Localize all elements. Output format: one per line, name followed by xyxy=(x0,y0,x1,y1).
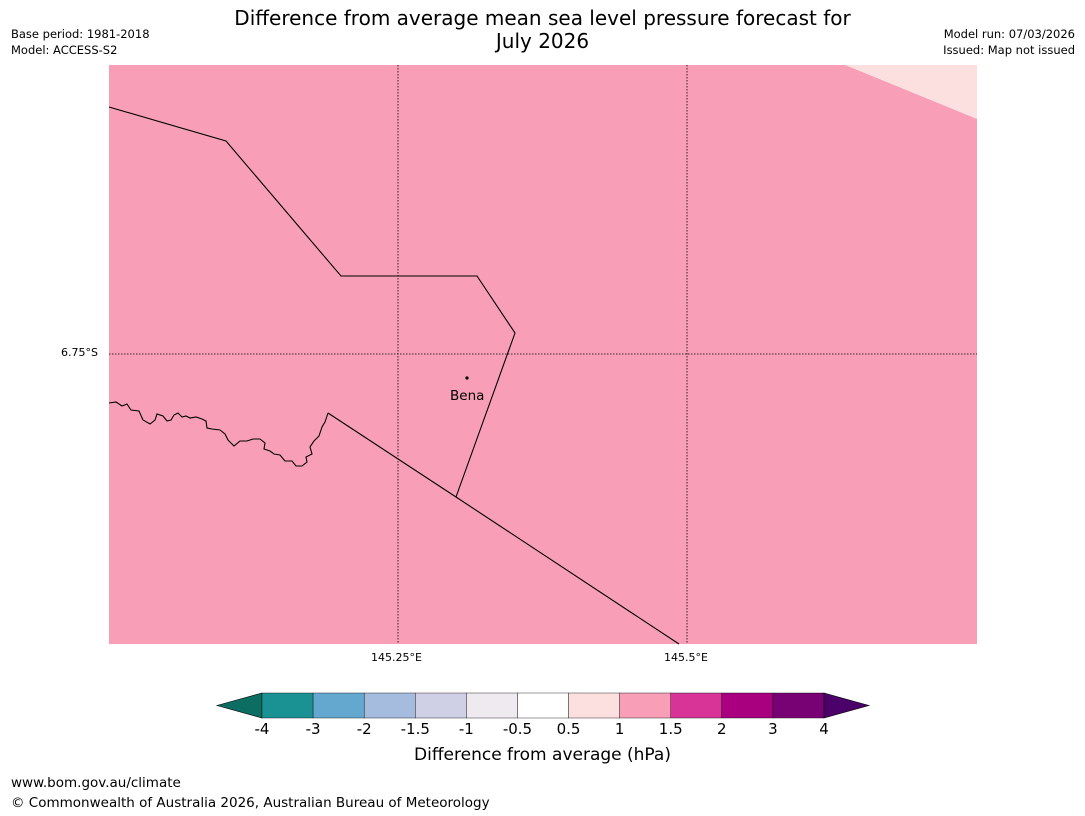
colorbar-tick-label: -0.5 xyxy=(502,720,533,738)
longitude-label-145-5: 145.5°E xyxy=(664,651,708,664)
place-marker xyxy=(465,376,469,380)
colorbar-segment xyxy=(466,692,518,719)
longitude-label-145-25: 145.25°E xyxy=(371,651,422,664)
colorbar-segment xyxy=(619,692,671,719)
colorbar-extend-low xyxy=(215,692,263,719)
colorbar-tick-label: 0.5 xyxy=(556,720,581,738)
place-label-bena: Bena xyxy=(450,388,485,404)
province-boundary-south xyxy=(327,412,680,645)
title-line-2: July 2026 xyxy=(495,29,590,53)
colorbar-tick-label: 1.5 xyxy=(658,720,683,738)
map-title: Difference from average mean sea level p… xyxy=(200,7,885,53)
meta-right: Model run: 07/03/2026 Issued: Map not is… xyxy=(943,26,1075,58)
colorbar-tick-label: 3 xyxy=(768,720,778,738)
province-boundary-north xyxy=(108,106,516,498)
colorbar-tick-label: 1 xyxy=(614,720,625,738)
issued-status: Issued: Map not issued xyxy=(943,43,1075,57)
colorbar-segment xyxy=(415,692,467,719)
colorbar-segment xyxy=(721,692,774,719)
colorbar-tick-label: -4 xyxy=(254,720,270,738)
colorbar-tick-label: 4 xyxy=(819,720,829,738)
title-line-1: Difference from average mean sea level p… xyxy=(234,6,851,30)
base-period: Base period: 1981-2018 xyxy=(11,27,150,41)
colorbar xyxy=(215,692,871,719)
colorbar-label: Difference from average (hPa) xyxy=(414,745,671,765)
map-fill-area xyxy=(109,65,977,644)
river-line xyxy=(108,401,329,467)
colorbar-tick-label: -2 xyxy=(356,720,372,738)
colorbar-segment xyxy=(312,692,365,719)
model-run: Model run: 07/03/2026 xyxy=(943,27,1075,41)
colorbar-tick-label: 2 xyxy=(717,720,727,738)
footer-copyright: © Commonwealth of Australia 2026, Austra… xyxy=(11,795,490,811)
footer-url[interactable]: www.bom.gov.au/climate xyxy=(11,775,181,791)
map-corner-region xyxy=(845,65,977,119)
colorbar-segment xyxy=(568,692,620,719)
colorbar-segment xyxy=(261,692,314,719)
colorbar-segment xyxy=(363,692,416,719)
meta-left: Base period: 1981-2018 Model: ACCESS-S2 xyxy=(11,26,150,58)
colorbar-segment xyxy=(517,692,569,719)
colorbar-tick-label: -1.5 xyxy=(400,720,430,738)
colorbar-tick-label: -1 xyxy=(458,720,474,738)
colorbar-extend-high xyxy=(823,692,871,719)
colorbar-segment xyxy=(772,692,825,719)
model-name: Model: ACCESS-S2 xyxy=(11,43,118,57)
colorbar-tick-labels: -4 -3 -2 -1.5 -1 -0.5 0.5 1 1.5 2 3 4 xyxy=(0,720,1085,740)
latitude-label: 6.75°S xyxy=(61,346,98,359)
colorbar-segment xyxy=(670,692,723,719)
colorbar-tick-label: -3 xyxy=(305,720,321,738)
